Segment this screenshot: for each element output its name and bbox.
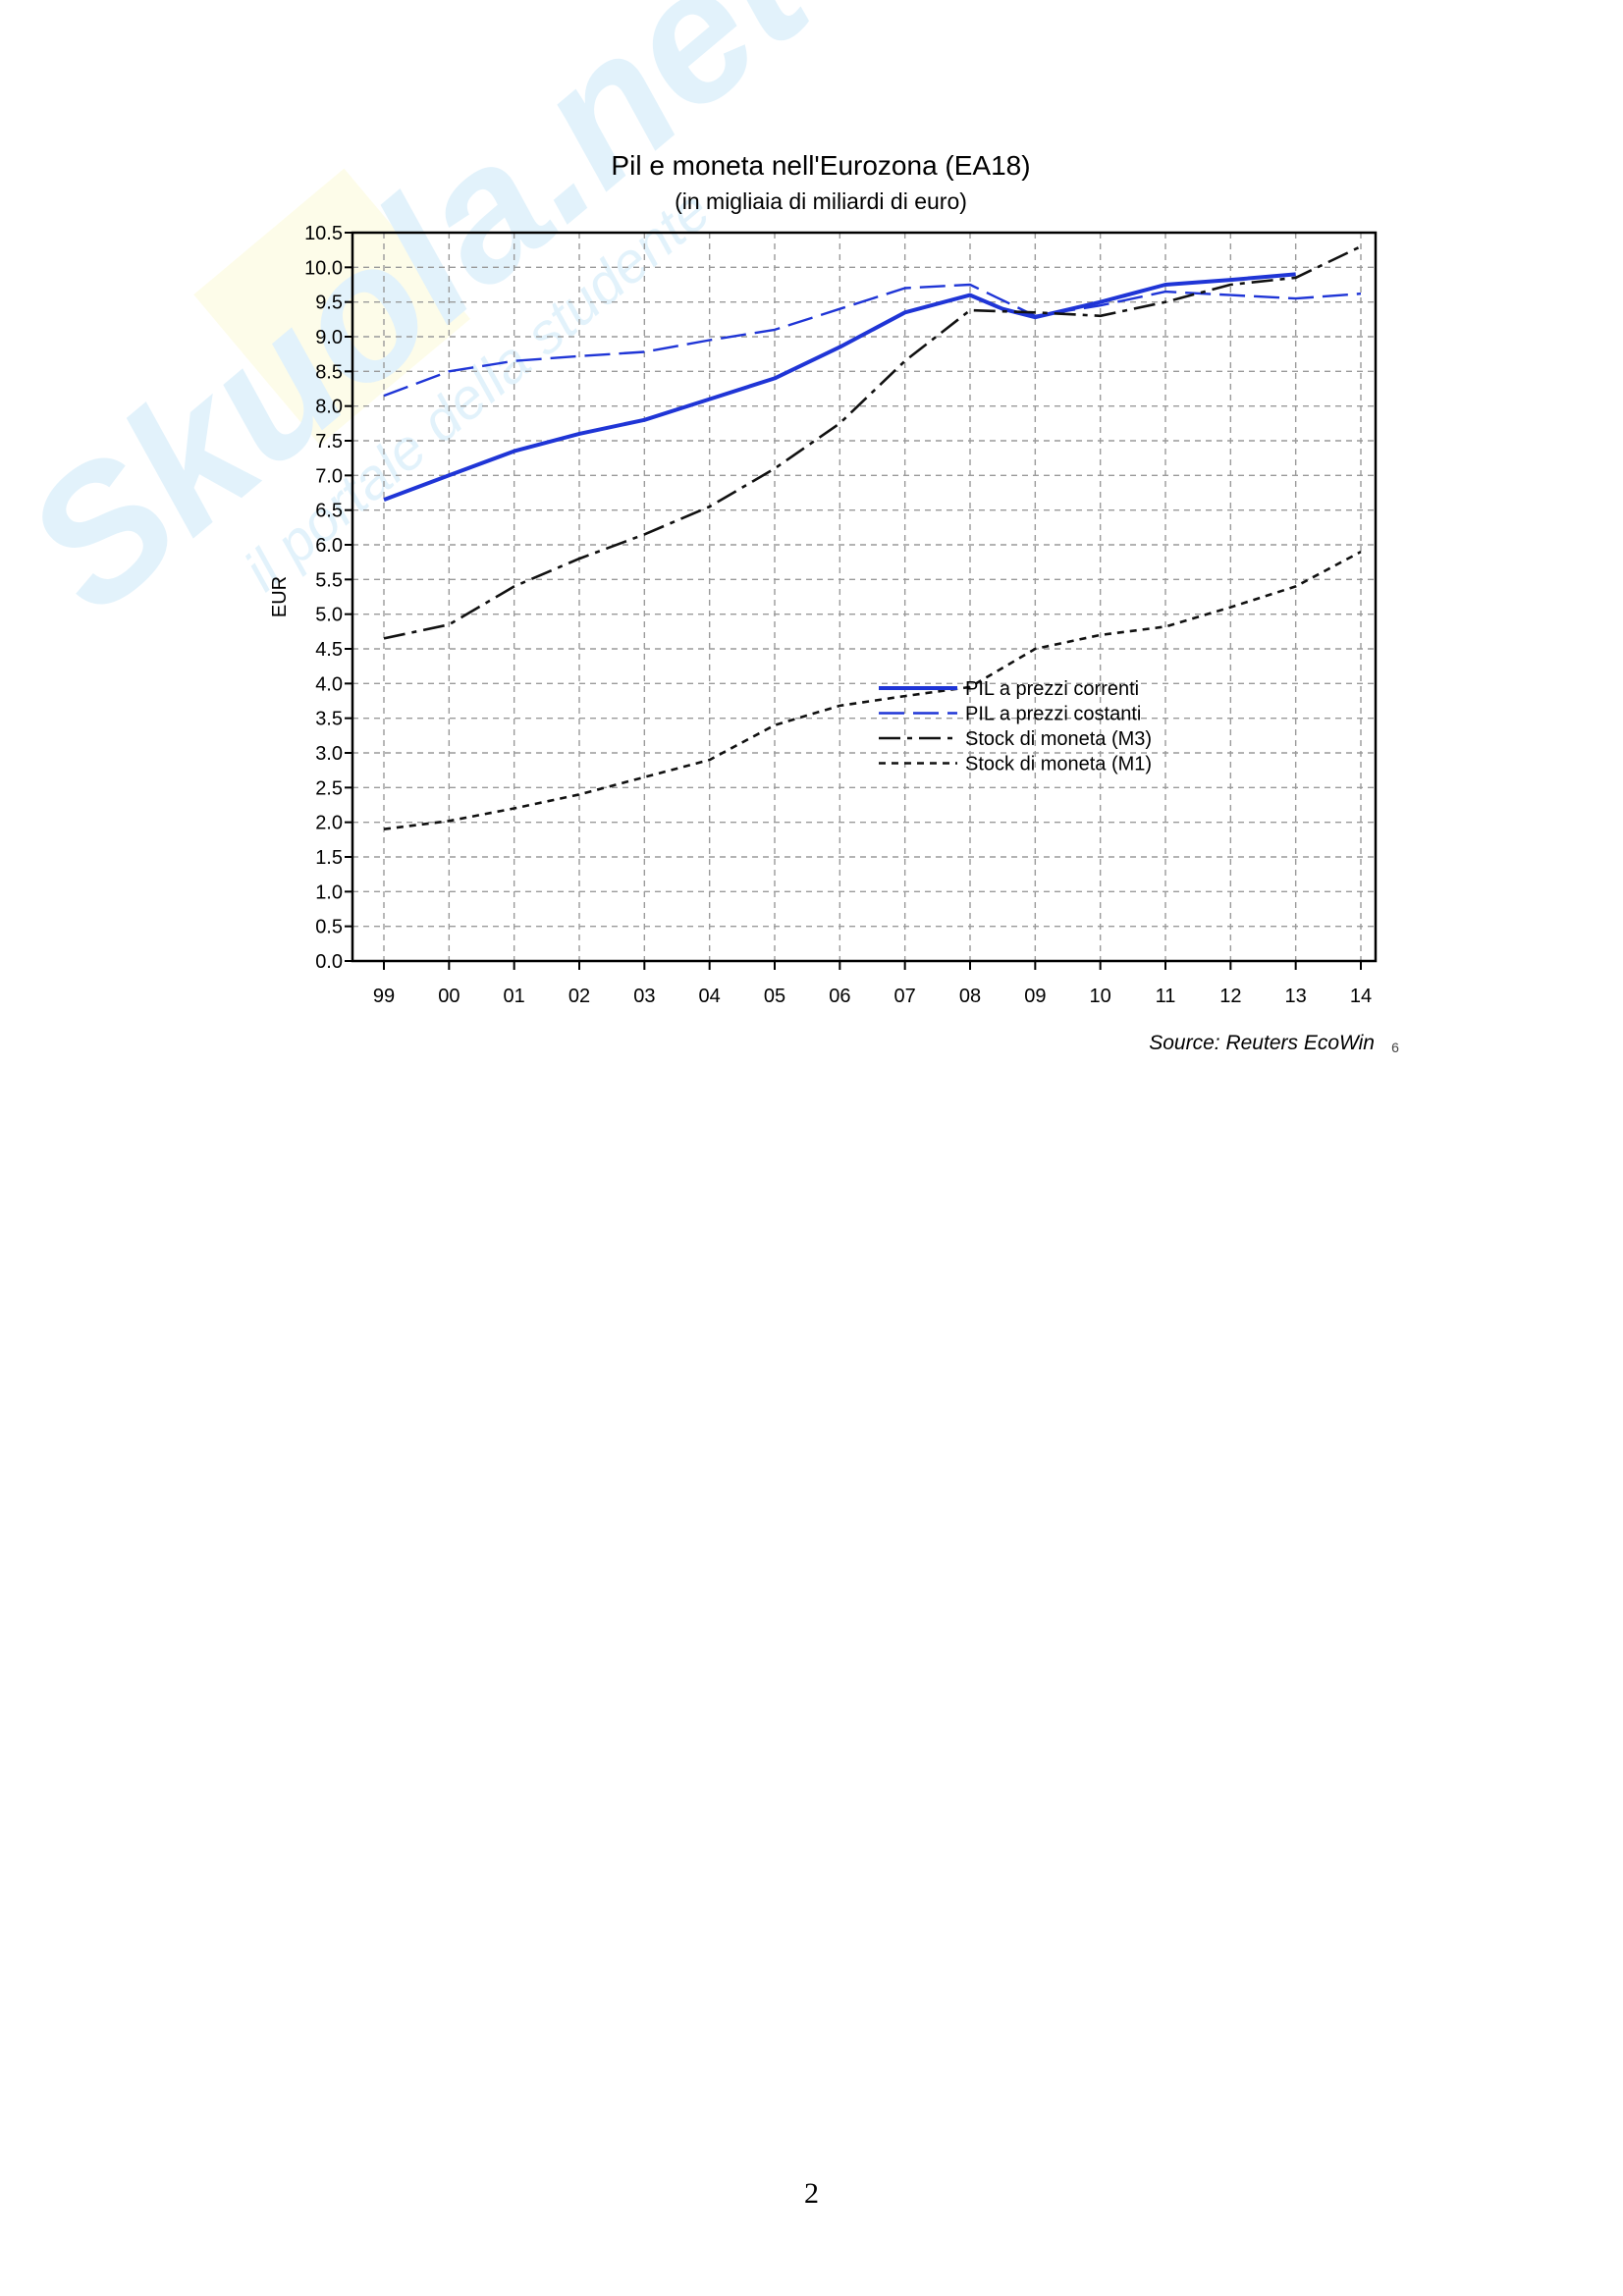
x-tick-label: 04	[699, 986, 721, 1007]
y-tick-label: 4.0	[315, 673, 343, 695]
y-tick-label: 9.5	[315, 293, 343, 314]
x-tick-label: 07	[894, 986, 916, 1007]
x-tick-label: 12	[1219, 986, 1241, 1007]
y-tick-label: 10.5	[304, 223, 343, 244]
chart-subtitle: (in migliaia di miliardi di euro)	[675, 188, 967, 214]
y-tick-label: 2.5	[315, 777, 343, 799]
chart-source: Source: Reuters EcoWin	[1149, 1032, 1375, 1054]
y-tick-label: 6.0	[315, 535, 343, 557]
series-line-2	[383, 283, 1362, 398]
x-tick-label: 01	[504, 986, 525, 1007]
y-tick-label: 9.0	[315, 327, 343, 348]
y-tick-labels: 0.0 0.5 1.0 1.5 2.0 2.5 3.0 3.5 4.0 4.5 5.0 5.5 6.0 6…	[304, 223, 343, 973]
y-tick-label: 6.5	[315, 501, 343, 522]
chart-title: Pil e moneta nell'Eurozona (EA18)	[611, 150, 1030, 181]
y-tick-label: 5.0	[315, 605, 343, 626]
x-tick-label: 06	[829, 986, 850, 1007]
plot-frame	[351, 231, 1378, 963]
x-tick-label: 03	[633, 986, 655, 1007]
y-tick-label: 1.0	[315, 881, 343, 903]
x-tick-label: 14	[1350, 986, 1372, 1007]
chart-footnote: 6	[1391, 1040, 1399, 1055]
legend-label-1: PIL a prezzi correnti	[965, 678, 1139, 700]
y-tick-label: 2.0	[315, 813, 343, 834]
x-tick-label: 10	[1090, 986, 1111, 1007]
y-tick-label: 3.5	[315, 709, 343, 730]
x-tick-label: 02	[568, 986, 590, 1007]
y-tick-label: 10.0	[304, 257, 343, 279]
y-tick-label: 3.0	[315, 743, 343, 765]
legend-label-4: Stock di moneta (M1)	[965, 754, 1152, 775]
x-tick-label: 00	[438, 986, 460, 1007]
x-tick-label: 09	[1024, 986, 1046, 1007]
y-tick-label: 7.0	[315, 465, 343, 487]
watermark-accent-square	[193, 168, 470, 446]
y-tick-label: 0.0	[315, 951, 343, 973]
series-line-3	[383, 244, 1362, 640]
y-tick-label: 0.5	[315, 917, 343, 938]
page-number: 2	[804, 2177, 819, 2210]
y-tick-label: 1.5	[315, 847, 343, 869]
x-tick-label: 99	[373, 986, 395, 1007]
grid	[345, 232, 1376, 970]
y-axis-label: EUR	[269, 576, 291, 617]
x-tick-labels: 99 00 01 02 03 04 05 06 07 08 09 10 11 12 13 14	[373, 986, 1372, 1007]
legend: PIL a prezzi correnti PIL a prezzi costan…	[879, 678, 1152, 775]
series-line-1	[383, 272, 1296, 502]
x-tick-label: 05	[764, 986, 785, 1007]
series-line-4	[383, 550, 1362, 830]
legend-label-3: Stock di moneta (M3)	[965, 728, 1152, 750]
y-tick-label: 8.0	[315, 397, 343, 418]
y-tick-label: 4.5	[315, 639, 343, 661]
x-tick-label: 08	[959, 986, 981, 1007]
x-tick-label: 11	[1156, 986, 1176, 1007]
legend-label-2: PIL a prezzi costanti	[965, 704, 1141, 725]
y-tick-label: 5.5	[315, 569, 343, 591]
x-tick-label: 13	[1285, 986, 1307, 1007]
series-lines	[383, 244, 1362, 830]
y-tick-label: 8.5	[315, 361, 343, 383]
y-tick-label: 7.5	[315, 431, 343, 453]
